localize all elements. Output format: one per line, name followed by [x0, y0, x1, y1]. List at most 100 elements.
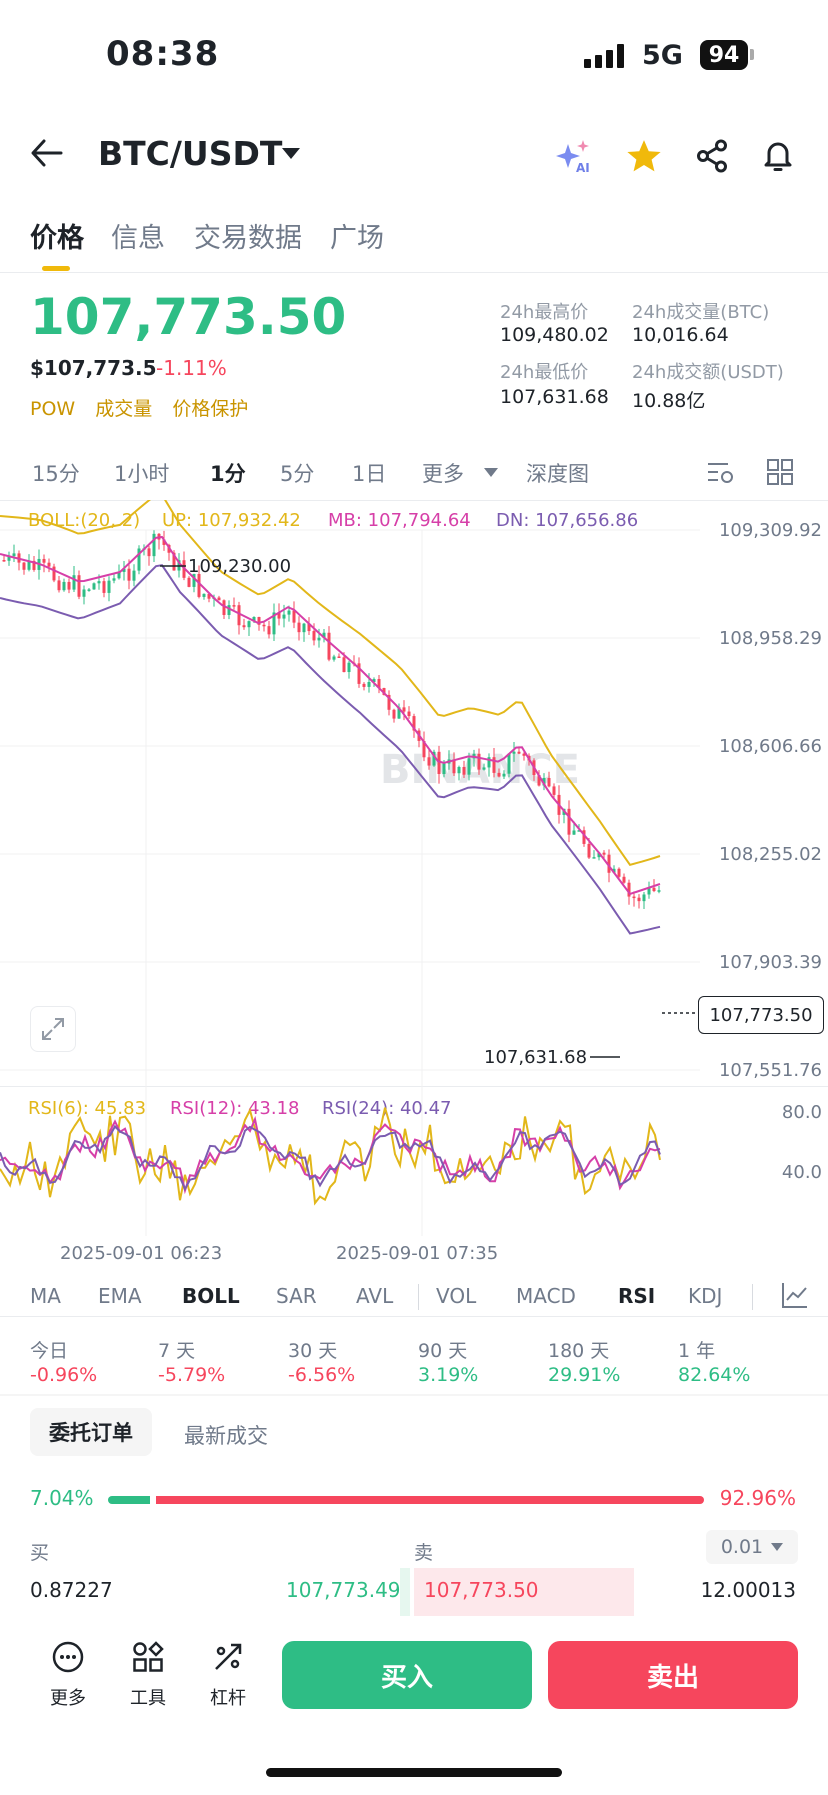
candle-body [647, 887, 651, 895]
perf-value: 3.19% [418, 1364, 479, 1386]
tf-depth[interactable]: 深度图 [526, 462, 589, 486]
battery-icon: 94 [700, 40, 748, 70]
ind-tab-avl[interactable]: AVL [356, 1284, 394, 1308]
boll-dn: DN: 107,656.86 [496, 510, 639, 531]
price-axis-label: 108,606.66 [718, 736, 822, 757]
candle-body [597, 852, 601, 858]
tab-order-book[interactable]: 委托订单 [30, 1408, 152, 1456]
tag-price-protection[interactable]: 价格保护 [172, 398, 249, 420]
candle-body [47, 562, 51, 567]
grid-layout-icon[interactable] [766, 458, 794, 490]
indicator-settings-icon[interactable] [780, 1280, 810, 1314]
tf-1m[interactable]: 1分 [210, 462, 246, 486]
bid-qty[interactable]: 0.87227 [30, 1578, 113, 1602]
star-icon[interactable] [622, 136, 666, 176]
pair-title[interactable]: BTC/USDT [98, 134, 283, 173]
more-caret-icon[interactable] [484, 468, 498, 477]
ind-tab-sar[interactable]: SAR [276, 1284, 317, 1308]
tf-1h[interactable]: 1小时 [114, 462, 170, 486]
precision-select[interactable]: 0.01 [706, 1530, 798, 1564]
candle-body [77, 575, 81, 597]
candle-body [467, 758, 471, 775]
expand-icon[interactable] [30, 1006, 76, 1052]
candle-body [542, 778, 546, 786]
tag-volume[interactable]: 成交量 [95, 398, 153, 420]
sell-button[interactable]: 卖出 [548, 1641, 798, 1709]
candle-body [617, 868, 621, 877]
candle-body [327, 632, 331, 660]
more-button[interactable]: 更多 [38, 1640, 98, 1710]
tf-1d[interactable]: 1日 [352, 462, 387, 486]
candle-body [52, 566, 56, 581]
last-price: 107,773.50 [30, 288, 347, 346]
low-label: 24h最低价 [500, 362, 589, 383]
candle-body [102, 581, 106, 593]
tab-price[interactable]: 价格 [30, 223, 84, 254]
perf-label: 30 天 [288, 1340, 338, 1362]
candle-body [137, 548, 141, 571]
candle-body [12, 553, 16, 557]
tab-info[interactable]: 信息 [111, 223, 165, 254]
ind-tab-macd[interactable]: MACD [516, 1284, 576, 1308]
candlestick-chart[interactable]: BINANCE 109,230.00 107,631.68 [0, 500, 828, 1090]
sell-ratio: 92.96% [719, 1486, 796, 1510]
tab-trade-data[interactable]: 交易数据 [194, 223, 302, 254]
ind-tab-vol[interactable]: VOL [436, 1284, 477, 1308]
candle-body [572, 830, 576, 835]
tab-square[interactable]: 广场 [330, 223, 384, 254]
candle-body [637, 897, 641, 902]
bell-icon[interactable] [756, 136, 800, 176]
ind-tab-ema[interactable]: EMA [98, 1284, 142, 1308]
share-icon[interactable] [690, 136, 734, 176]
high-value: 109,480.02 [500, 324, 609, 346]
perf-label: 180 天 [548, 1340, 610, 1362]
candle-body [27, 560, 31, 570]
candle-body [67, 581, 71, 590]
candle-body [607, 854, 611, 873]
ind-tab-rsi[interactable]: RSI [618, 1284, 656, 1308]
ind-tab-kdj[interactable]: KDJ [688, 1284, 723, 1308]
leverage-label: 杠杆 [210, 1688, 246, 1709]
divider [0, 272, 828, 273]
tag-pow[interactable]: POW [30, 398, 76, 420]
candle-body [502, 773, 506, 777]
precision-value: 0.01 [720, 1536, 764, 1558]
rsi-chart[interactable] [0, 1086, 828, 1236]
chevron-down-icon[interactable] [282, 148, 300, 159]
candle-body [107, 580, 111, 593]
tab-latest-trades[interactable]: 最新成交 [184, 1424, 268, 1448]
candle-body [172, 552, 176, 571]
tf-15m[interactable]: 15分 [32, 462, 80, 486]
candle-body [332, 656, 336, 660]
tools-button[interactable]: 工具 [118, 1640, 178, 1710]
back-arrow-icon[interactable] [30, 136, 64, 177]
buy-button[interactable]: 买入 [282, 1641, 532, 1709]
candle-body [522, 753, 526, 756]
chart-settings-icon[interactable] [706, 458, 736, 490]
vol-btc-label: 24h成交量(BTC) [632, 302, 770, 323]
tf-5m[interactable]: 5分 [280, 462, 315, 486]
leverage-button[interactable]: 杠杆 [198, 1640, 258, 1710]
candle-body [267, 626, 271, 635]
home-indicator[interactable] [266, 1768, 562, 1777]
tag-row: POW 成交量 价格保护 [30, 394, 262, 421]
candle-body [392, 709, 396, 719]
ind-tab-boll[interactable]: BOLL [182, 1284, 240, 1308]
more-icon [52, 1641, 84, 1673]
perf-label: 1 年 [678, 1340, 716, 1362]
candle-body [642, 894, 646, 902]
candle-body [357, 663, 361, 684]
ask-price[interactable]: 107,773.50 [424, 1578, 539, 1602]
tf-more[interactable]: 更多 [422, 462, 464, 486]
ai-sparkle-icon[interactable]: AI [552, 136, 596, 176]
candle-body [442, 763, 446, 774]
candle-body [122, 568, 126, 572]
candle-body [222, 600, 226, 615]
perf-value: -5.79% [158, 1364, 226, 1386]
candle-body [82, 589, 86, 597]
signal-icon [584, 44, 624, 68]
ask-qty[interactable]: 12.00013 [700, 1578, 796, 1602]
candle-body [97, 581, 101, 584]
ind-tab-ma[interactable]: MA [30, 1284, 61, 1308]
bid-price[interactable]: 107,773.49 [286, 1578, 401, 1602]
